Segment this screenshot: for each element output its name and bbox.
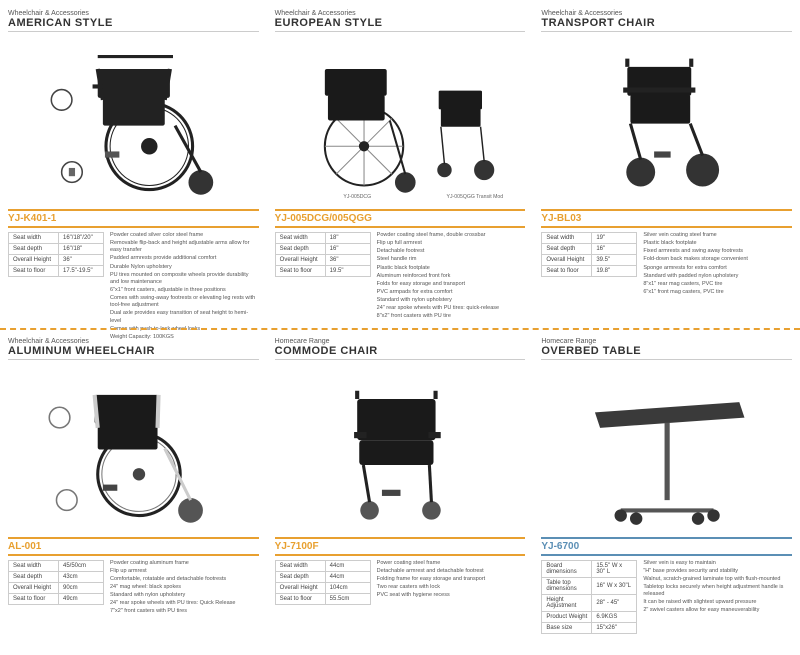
- commode-chair-icon: [318, 366, 483, 531]
- spec-table: Seat width18" Seat depth16" Overall Heig…: [275, 232, 371, 322]
- category-label: Wheelchair & Accessories: [541, 10, 792, 17]
- spec-area: Seat width44cm Seat depth44cm Overall He…: [275, 560, 526, 605]
- spec-table: Seat width16"/18"/20" Seat depth16"/18" …: [8, 232, 104, 342]
- product-title: TRANSPORT CHAIR: [541, 17, 792, 32]
- product-panel: Wheelchair & Accessories AMERICAN STYLE: [0, 0, 267, 328]
- spec-area: Seat width18" Seat depth16" Overall Heig…: [275, 232, 526, 322]
- spec-table: Seat width44cm Seat depth44cm Overall He…: [275, 560, 371, 605]
- feature-list: Powder coated silver color steel frame R…: [110, 232, 259, 342]
- product-panel: Wheelchair & Accessories EUROPEAN STYLE: [267, 0, 534, 328]
- category-label: Wheelchair & Accessories: [275, 10, 526, 17]
- wheelchair-icon: [41, 38, 227, 203]
- category-label: Homecare Range: [541, 338, 792, 345]
- feature-list: Powder coating aluminum frame Flip up ar…: [110, 560, 259, 617]
- wheelchair-pair-icon: YJ-005DCG YJ-005QGG Transit Model: [297, 38, 503, 203]
- model-code: YJ-K401-1: [8, 209, 259, 228]
- product-panel: Wheelchair & Accessories TRANSPORT CHAIR…: [533, 0, 800, 328]
- aluminum-wheelchair-icon: [41, 366, 227, 531]
- spec-row: Seat to floor17.5"-19.5": [9, 266, 104, 277]
- svg-text:YJ-005DCG: YJ-005DCG: [343, 194, 371, 200]
- spec-area: Seat width19" Seat depth16" Overall Heig…: [541, 232, 792, 297]
- product-image: [8, 38, 259, 203]
- overbed-table-icon: [564, 366, 770, 531]
- product-image: [275, 366, 526, 531]
- spec-table: Seat width19" Seat depth16" Overall Heig…: [541, 232, 637, 297]
- product-title: COMMODE CHAIR: [275, 345, 526, 360]
- product-title: ALUMINUM WHEELCHAIR: [8, 345, 259, 360]
- product-image: [541, 38, 792, 203]
- spec-area: Seat width45/50cm Seat depth43cm Overall…: [8, 560, 259, 617]
- spec-row: Seat depth16"/18": [9, 244, 104, 255]
- model-code: YJ-BL03: [541, 209, 792, 228]
- svg-text:YJ-005QGG Transit Model: YJ-005QGG Transit Model: [446, 194, 503, 200]
- product-image: YJ-005DCG YJ-005QGG Transit Model: [275, 38, 526, 203]
- catalog-row-top: Wheelchair & Accessories AMERICAN STYLE: [0, 0, 800, 328]
- feature-list: Power coating steel frame Detachable arm…: [377, 560, 526, 605]
- row-divider: [0, 328, 800, 330]
- product-panel: Homecare Range COMMODE CHAIR YJ-710: [267, 328, 534, 655]
- feature-list: Silver vein coating steel frame Plastic …: [643, 232, 792, 297]
- product-title: EUROPEAN STYLE: [275, 17, 526, 32]
- spec-row: Overall Height36": [9, 255, 104, 266]
- transport-chair-icon: [584, 38, 749, 203]
- spec-area: Seat width16"/18"/20" Seat depth16"/18" …: [8, 232, 259, 342]
- product-panel: Homecare Range OVERBED TABLE YJ-6700 Boa: [533, 328, 800, 655]
- catalog-row-bottom: Wheelchair & Accessories ALUMINUM WHEELC…: [0, 328, 800, 655]
- model-code: AL-001: [8, 537, 259, 556]
- product-title: OVERBED TABLE: [541, 345, 792, 360]
- product-panel: Wheelchair & Accessories ALUMINUM WHEELC…: [0, 328, 267, 655]
- product-title: AMERICAN STYLE: [8, 17, 259, 32]
- feature-list: Powder coating steel frame, double cross…: [377, 232, 526, 322]
- model-code: YJ-005DCG/005QGG: [275, 209, 526, 228]
- product-catalog: Wheelchair & Accessories AMERICAN STYLE: [0, 0, 800, 655]
- model-code: YJ-6700: [541, 537, 792, 556]
- category-label: Wheelchair & Accessories: [8, 10, 259, 17]
- category-label: Homecare Range: [275, 338, 526, 345]
- feature-list: Silver vein is easy to maintain "H" base…: [643, 560, 792, 634]
- model-code: YJ-7100F: [275, 537, 526, 556]
- category-label: Wheelchair & Accessories: [8, 338, 259, 345]
- spec-area: Board dimensions15.5" W x 30" L Table to…: [541, 560, 792, 634]
- product-image: [541, 366, 792, 531]
- spec-table: Seat width45/50cm Seat depth43cm Overall…: [8, 560, 104, 617]
- spec-table: Board dimensions15.5" W x 30" L Table to…: [541, 560, 637, 634]
- product-image: [8, 366, 259, 531]
- spec-row: Seat width16"/18"/20": [9, 233, 104, 244]
